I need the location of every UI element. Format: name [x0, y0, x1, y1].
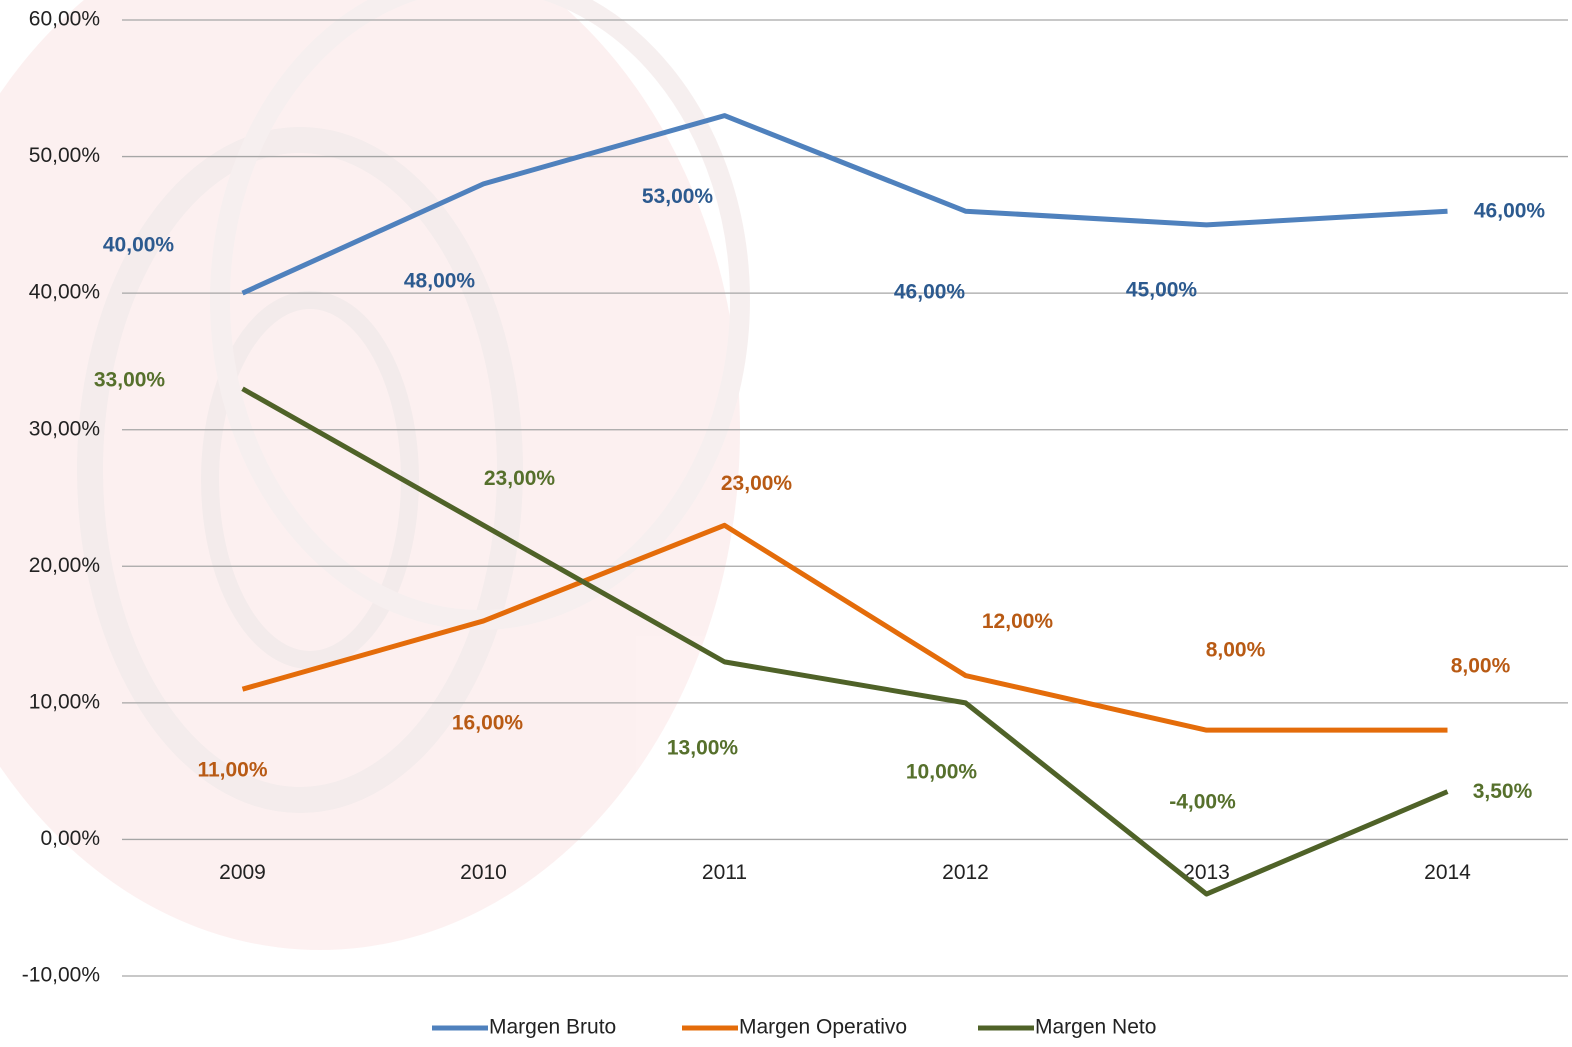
value-label: 11,00%: [197, 759, 267, 782]
value-label: 23,00%: [484, 467, 556, 490]
value-label: 23,00%: [721, 472, 793, 495]
y-tick-label: 50,00%: [29, 144, 100, 167]
y-tick-label: 60,00%: [29, 8, 100, 31]
value-label: 3,50%: [1473, 780, 1533, 803]
x-tick-label: 2010: [460, 861, 507, 884]
value-label: 46,00%: [894, 281, 966, 304]
chart: -10,00% 0,00% 10,00% 20,00% 30,00% 40,00% 50,0…: [0, 0, 1572, 1047]
value-label: 16,00%: [452, 711, 524, 734]
legend-label: Margen Operativo: [739, 1016, 907, 1039]
value-label: 48,00%: [404, 269, 476, 292]
y-tick-label: -10,00%: [22, 964, 100, 987]
page: -10,00% 0,00% 10,00% 20,00% 30,00% 40,00% 50,0…: [0, 0, 1572, 1047]
y-tick-label: 10,00%: [29, 690, 100, 713]
value-label: 12,00%: [982, 610, 1054, 633]
legend-label: Margen Bruto: [489, 1016, 616, 1039]
value-label: 13,00%: [667, 736, 739, 759]
value-label: -4,00%: [1169, 791, 1236, 814]
y-tick-label: 40,00%: [29, 281, 100, 304]
value-label: 8,00%: [1206, 639, 1266, 662]
y-tick-label: 20,00%: [29, 554, 100, 577]
value-label: 53,00%: [642, 185, 714, 208]
value-label: 40,00%: [103, 234, 175, 257]
x-tick-label: 2014: [1424, 861, 1471, 884]
value-label: 45,00%: [1126, 278, 1198, 301]
x-tick-label: 2011: [702, 861, 747, 884]
value-label: 46,00%: [1474, 200, 1546, 223]
y-tick-label: 30,00%: [29, 417, 100, 440]
value-label: 33,00%: [94, 368, 166, 391]
value-label: 10,00%: [906, 760, 978, 783]
legend-label: Margen Neto: [1035, 1016, 1156, 1039]
y-tick-label: 0,00%: [40, 827, 100, 850]
x-tick-label: 2009: [219, 861, 266, 884]
value-label: 8,00%: [1451, 655, 1511, 678]
x-tick-label: 2012: [942, 861, 989, 884]
